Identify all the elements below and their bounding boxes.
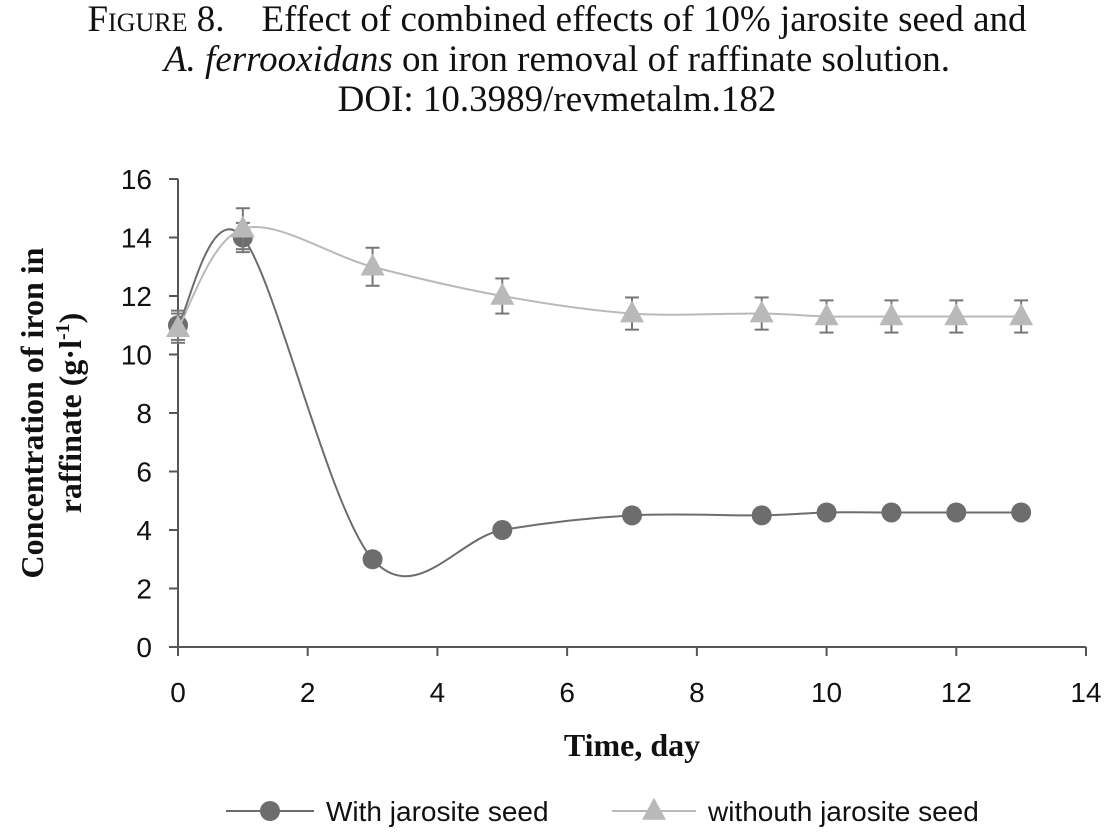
y-tick-label: 16	[121, 164, 152, 195]
data-point	[1009, 303, 1034, 326]
data-point	[749, 300, 774, 323]
x-axis-title: Time, day	[564, 727, 700, 763]
y-tick-label: 0	[136, 632, 152, 663]
figure-label: Figure 8.	[87, 0, 225, 40]
x-tick-label: 8	[689, 677, 705, 708]
data-point	[944, 303, 969, 326]
y-tick-label: 4	[136, 515, 152, 546]
y-tick-label: 6	[136, 457, 152, 488]
data-point	[946, 502, 967, 523]
data-point	[881, 502, 902, 523]
series-1	[168, 221, 1032, 578]
data-point	[1011, 502, 1032, 523]
caption-doi: DOI: 10.3989/revmetalm.182	[337, 79, 777, 120]
y-tick-label: 10	[121, 340, 152, 371]
y-axis-title-unit-exponent: -1	[52, 323, 74, 340]
x-tick-label: 2	[300, 677, 316, 708]
figure-caption: Figure 8. Effect of combined effects of …	[0, 0, 1114, 120]
legend-marker	[642, 797, 666, 820]
data-point	[360, 253, 385, 276]
legend-item-2: withouth jarosite seed	[612, 796, 979, 827]
legend-label: With jarosite seed	[326, 796, 549, 827]
data-point	[620, 300, 644, 323]
x-tick-label: 0	[170, 677, 186, 708]
data-point	[166, 314, 190, 337]
caption-text-2: on iron removal of raffinate solution.	[402, 39, 951, 80]
data-point	[492, 520, 513, 540]
y-axis-title-line-1: Concentration of iron in	[14, 247, 50, 578]
legend-marker	[260, 801, 280, 821]
y-tick-label: 8	[136, 398, 152, 429]
data-point	[814, 303, 839, 326]
data-point	[490, 282, 515, 305]
legend-item-1: With jarosite seed	[226, 796, 549, 827]
data-point	[816, 502, 837, 523]
legend-label: withouth jarosite seed	[707, 796, 979, 827]
chart-legend: With jarosite seed withouth jarosite seed	[226, 796, 979, 827]
x-tick-label: 4	[430, 677, 446, 708]
y-tick-label: 14	[121, 223, 152, 254]
caption-line-2: A. ferrooxidans on iron removal of raffi…	[0, 40, 1114, 80]
data-point	[230, 215, 255, 238]
x-tick-label: 6	[559, 677, 575, 708]
y-tick-label: 2	[136, 574, 152, 605]
data-point	[622, 505, 642, 526]
x-tick-label: 10	[811, 677, 842, 708]
data-point	[879, 303, 904, 326]
series-line	[177, 228, 1022, 578]
data-point	[362, 549, 383, 570]
caption-text-1: Effect of combined effects of 10% jarosi…	[261, 0, 1027, 40]
series-2	[166, 207, 1034, 344]
chart-series	[166, 207, 1034, 578]
x-tick-label: 14	[1070, 677, 1101, 708]
x-tick-label: 12	[941, 677, 972, 708]
data-point	[751, 505, 772, 526]
y-tick-label: 12	[121, 281, 152, 312]
y-axis-title-text: raffinate (g·l	[52, 340, 88, 513]
y-axis-title-close: )	[52, 313, 88, 324]
chart-axes: 0 2 4 6 8 10 12 14 16 0 2 4 6 8 10 12 14	[121, 164, 1102, 708]
caption-line-1: Figure 8. Effect of combined effects of …	[0, 0, 1114, 40]
y-axis-title-line-2: raffinate (g·l-1)	[52, 313, 88, 514]
species-name: A. ferrooxidans	[163, 39, 393, 80]
